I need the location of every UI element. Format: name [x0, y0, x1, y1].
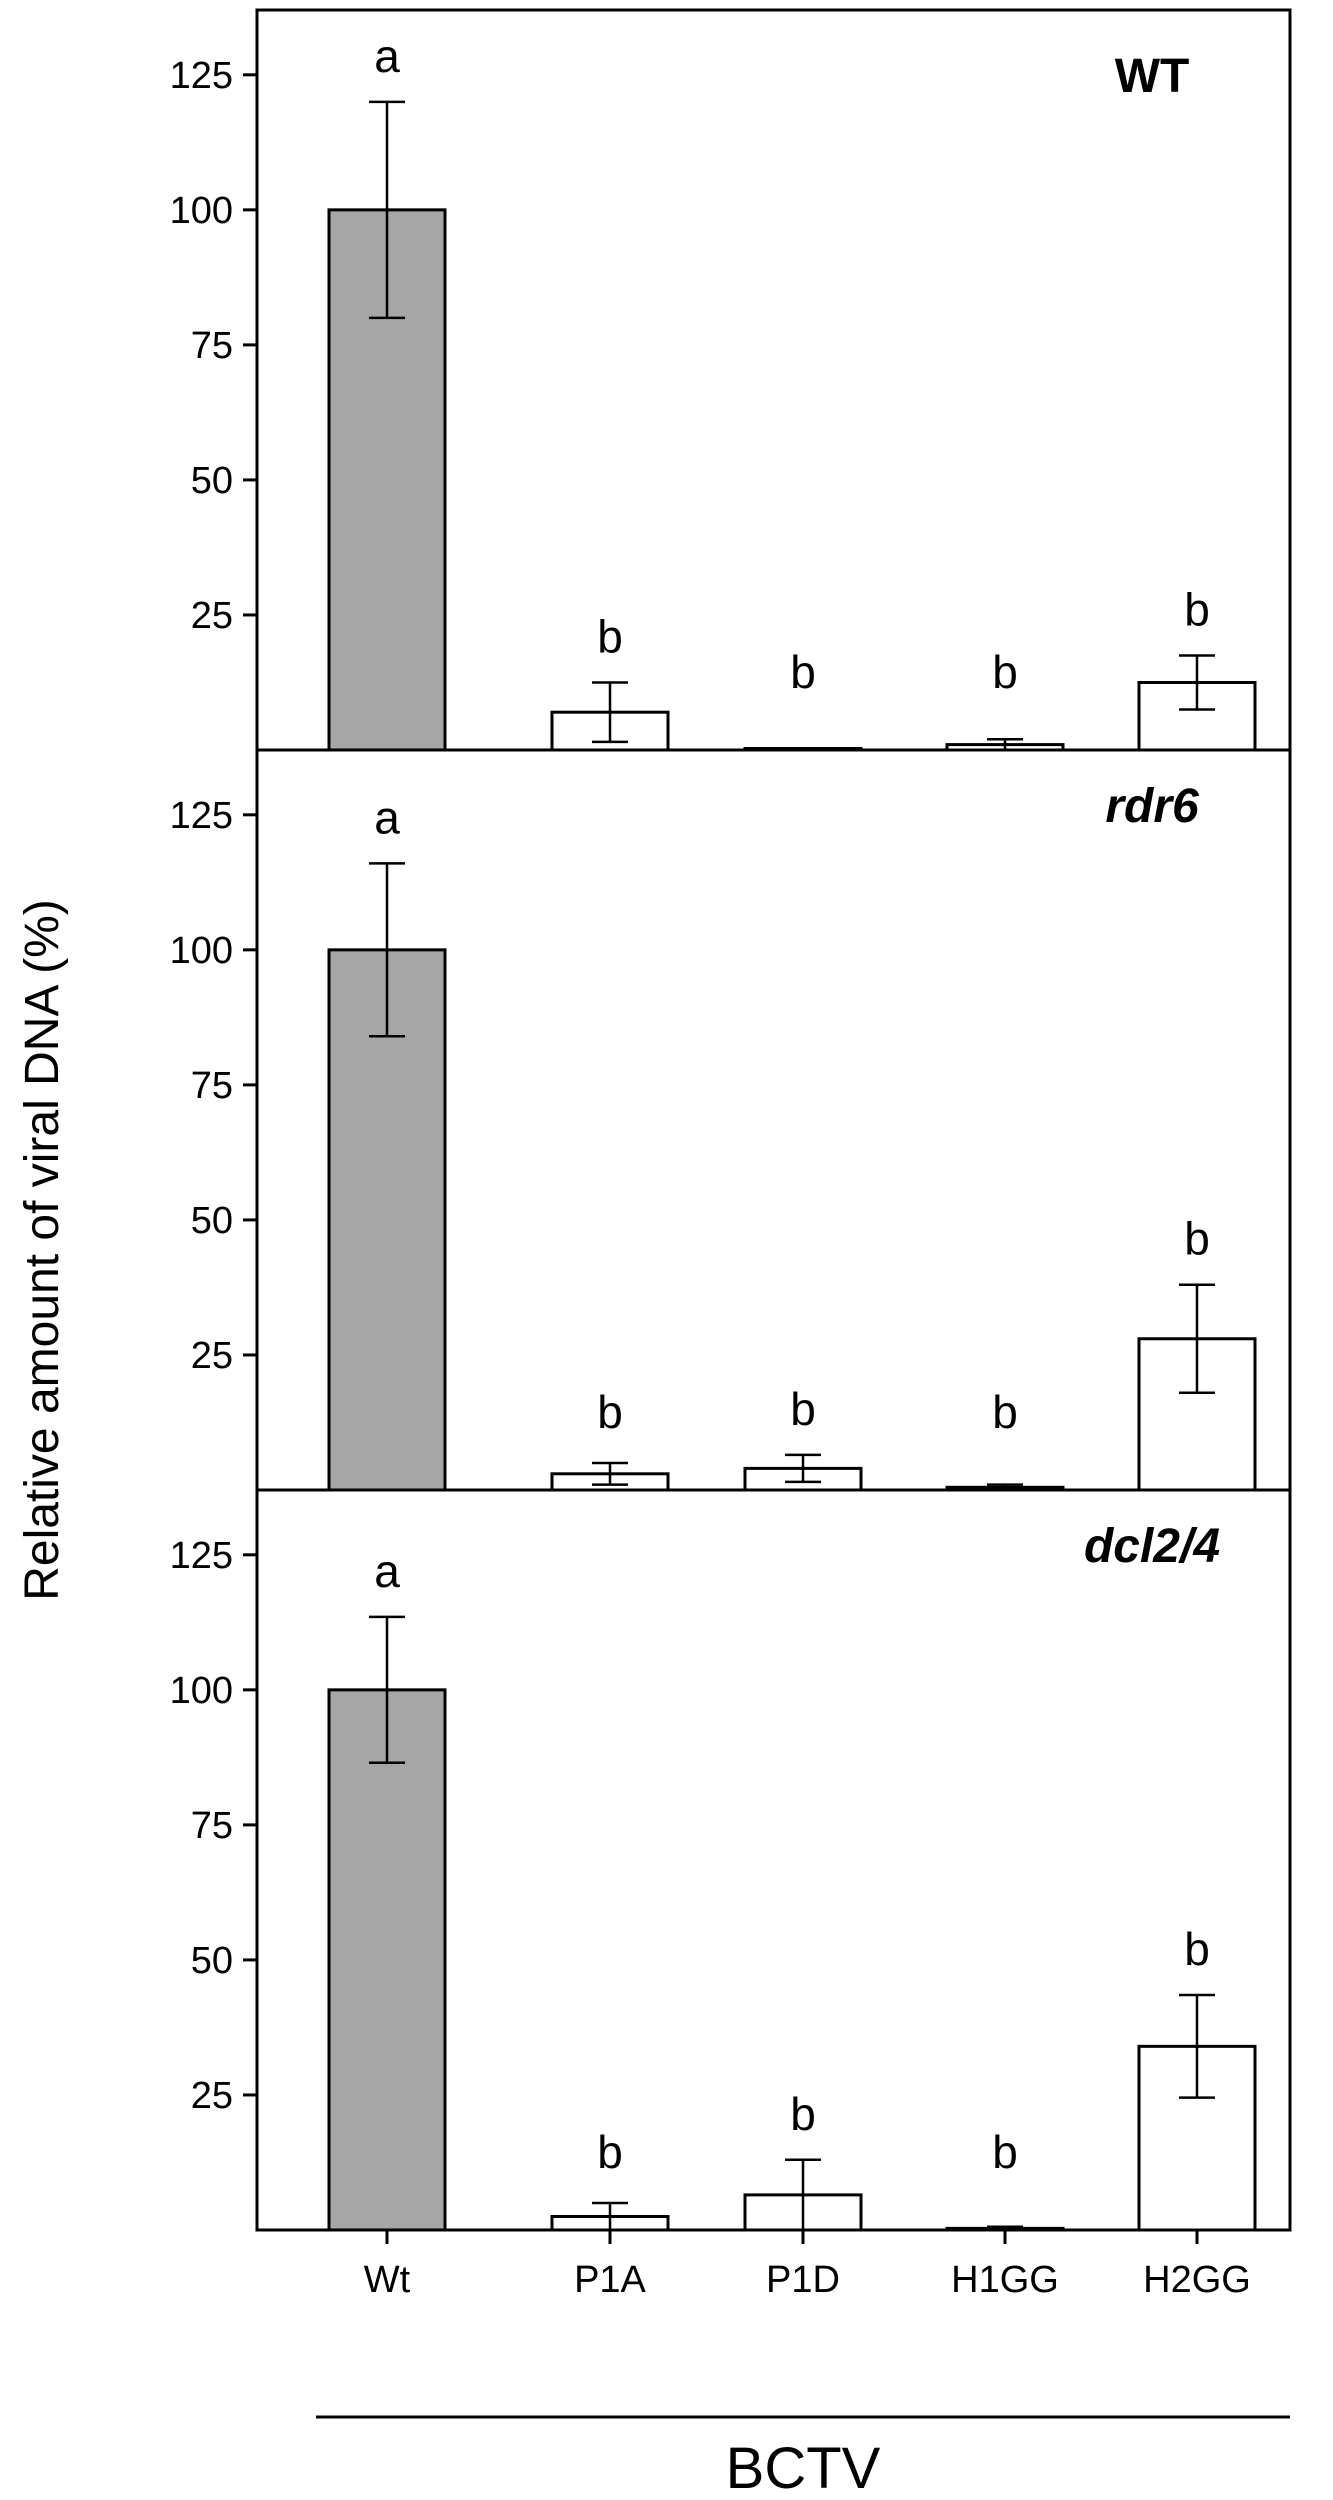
- y-tick-label: 25: [191, 1335, 233, 1377]
- y-tick-label: 50: [191, 1940, 233, 1982]
- x-category-label: H1GG: [951, 2259, 1059, 2301]
- panels-group: 25 50 75 100 125 a b b b b WT 25 50 75 100 125 a b b b b rdr6…: [170, 8, 1292, 2232]
- y-tick-label: 100: [170, 930, 233, 972]
- significance-letter: b: [992, 1386, 1018, 1438]
- y-tick-label: 50: [191, 460, 233, 502]
- x-category-label: H2GG: [1143, 2259, 1251, 2301]
- significance-letter: b: [992, 646, 1018, 698]
- bar-wt: [327, 948, 447, 1492]
- significance-letter: b: [790, 646, 816, 698]
- panel-title: dcl2/4: [1084, 1520, 1220, 1573]
- significance-letter: b: [597, 2126, 623, 2178]
- panel-1: 25 50 75 100 125 a b b b b rdr6: [170, 748, 1292, 1492]
- y-tick-label: 125: [170, 795, 233, 837]
- x-category-label: P1D: [766, 2259, 840, 2301]
- significance-letter: b: [597, 1386, 623, 1438]
- y-tick-label: 75: [191, 1065, 233, 1107]
- panel-0: 25 50 75 100 125 a b b b b WT: [170, 8, 1292, 752]
- significance-letter: a: [374, 1545, 400, 1597]
- x-category-label: P1A: [574, 2259, 646, 2301]
- significance-letter: b: [1184, 583, 1210, 635]
- x-category-label: Wt: [364, 2259, 411, 2301]
- y-tick-label: 100: [170, 190, 233, 232]
- y-tick-label: 100: [170, 1670, 233, 1712]
- significance-letter: b: [790, 2088, 816, 2140]
- panel-title: rdr6: [1105, 780, 1199, 833]
- panel-title: WT: [1115, 50, 1190, 103]
- significance-letter: b: [597, 610, 623, 662]
- significance-letter: b: [1184, 1213, 1210, 1265]
- y-tick-label: 50: [191, 1200, 233, 1242]
- significance-letter: a: [374, 30, 400, 82]
- x-group-label: BCTV: [726, 2436, 881, 2500]
- bar-wt: [327, 1688, 447, 2232]
- panel-2: 25 50 75 100 125 a b b b b dcl2/4: [170, 1488, 1292, 2232]
- significance-letter: b: [790, 1383, 816, 1435]
- y-tick-label: 125: [170, 1535, 233, 1577]
- y-tick-label: 25: [191, 595, 233, 637]
- y-axis-label: Relative amount of viral DNA (%): [16, 899, 69, 1601]
- significance-letter: b: [1184, 1923, 1210, 1975]
- y-tick-label: 125: [170, 55, 233, 97]
- y-tick-label: 25: [191, 2075, 233, 2117]
- significance-letter: b: [992, 2126, 1018, 2178]
- y-tick-label: 75: [191, 325, 233, 367]
- significance-letter: a: [374, 791, 400, 843]
- y-tick-label: 75: [191, 1805, 233, 1847]
- x-category-labels: Wt P1A P1D H1GG H2GG: [364, 2230, 1251, 2301]
